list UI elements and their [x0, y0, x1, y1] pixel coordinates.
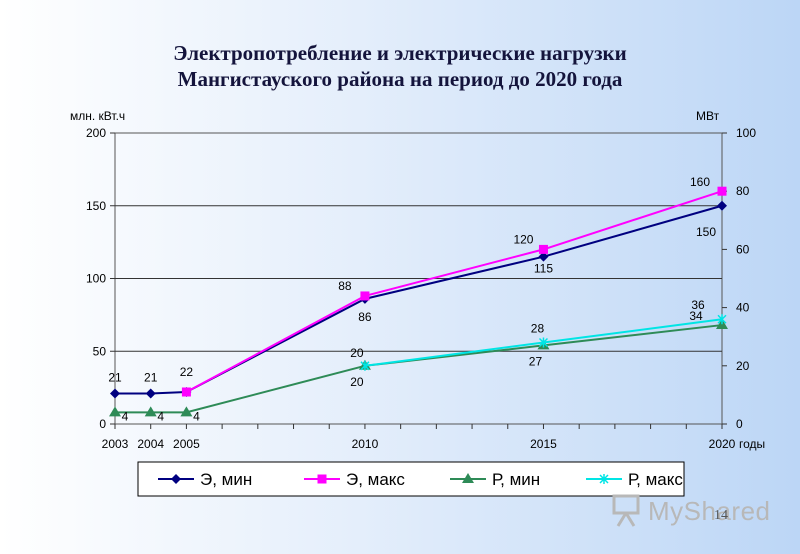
page-number: 14 [714, 508, 728, 523]
data-point [181, 387, 191, 397]
data-label: 160 [690, 175, 710, 189]
data-point [360, 291, 370, 301]
data-point [180, 406, 193, 417]
series-line [185, 190, 723, 393]
data-point [538, 251, 549, 262]
y-left-tick-label: 150 [86, 199, 106, 213]
data-label: 20 [350, 346, 364, 360]
data-label: 21 [108, 370, 122, 384]
data-label: 86 [358, 310, 372, 324]
x-tick-label: 2005 [173, 437, 200, 451]
y-right-tick-label: 20 [736, 359, 750, 373]
data-label: 20 [350, 375, 364, 389]
y-left-axis-title: млн. кВт.ч [70, 109, 125, 123]
x-tick-label: 2015 [530, 437, 557, 451]
data-label: 36 [691, 298, 705, 312]
y-left-tick-label: 0 [99, 417, 106, 431]
chart-title: Электропотребление и электрические нагру… [0, 40, 800, 92]
x-tick-label: 2004 [137, 437, 164, 451]
watermark: MyShared [612, 492, 782, 532]
legend-marker [462, 473, 474, 483]
y-right-tick-label: 60 [736, 242, 750, 256]
data-point [717, 186, 727, 196]
x-tick-label: 2010 [352, 437, 379, 451]
chart-title-line-2: Мангистауского района на период до 2020 … [177, 67, 623, 91]
legend-marker [599, 474, 609, 484]
data-point [717, 200, 727, 211]
data-label: 27 [529, 354, 543, 368]
data-label: 115 [534, 262, 553, 276]
watermark-text: MyShared [648, 496, 771, 526]
series-line [115, 324, 723, 414]
y-right-axis-title: МВт [696, 109, 720, 123]
data-label: 4 [193, 409, 200, 423]
x-tick-label: 2020 [709, 437, 736, 451]
y-left-tick-label: 50 [93, 344, 107, 358]
y-left-tick-label: 100 [86, 272, 106, 286]
legend-label: Э, мин [200, 470, 252, 489]
y-right-tick-label: 0 [736, 417, 743, 431]
y-right-tick-label: 40 [736, 301, 750, 315]
data-label: 21 [144, 370, 158, 384]
data-label: 4 [157, 409, 164, 423]
data-point [538, 337, 549, 348]
data-point [109, 406, 121, 417]
data-label: 150 [696, 225, 716, 239]
data-label: 120 [513, 232, 533, 246]
data-point [360, 360, 370, 371]
data-label: 88 [338, 279, 352, 293]
presentation-board-icon [612, 494, 640, 527]
legend-label: Р, макс [628, 470, 683, 489]
chart-title-line-1: Электропотребление и электрические нагру… [173, 41, 627, 65]
legend-label: Э, макс [346, 470, 405, 489]
data-label: 34 [689, 309, 703, 323]
legend-marker [317, 474, 327, 484]
y-left-tick-label: 200 [86, 126, 106, 140]
x-axis-title: годы [739, 437, 765, 451]
legend-marker [171, 474, 181, 484]
y-right-tick-label: 100 [736, 126, 756, 140]
data-point [538, 244, 548, 254]
data-label: 28 [531, 322, 545, 336]
y-right-tick-label: 80 [736, 184, 750, 198]
data-point [110, 388, 120, 399]
legend-label: Р, мин [492, 470, 540, 489]
data-point [145, 388, 156, 399]
data-point [144, 406, 157, 417]
series-line [115, 204, 723, 395]
data-label: 4 [122, 409, 129, 423]
x-tick-label: 2003 [102, 437, 129, 451]
data-point [717, 314, 727, 325]
data-label: 22 [180, 365, 194, 379]
